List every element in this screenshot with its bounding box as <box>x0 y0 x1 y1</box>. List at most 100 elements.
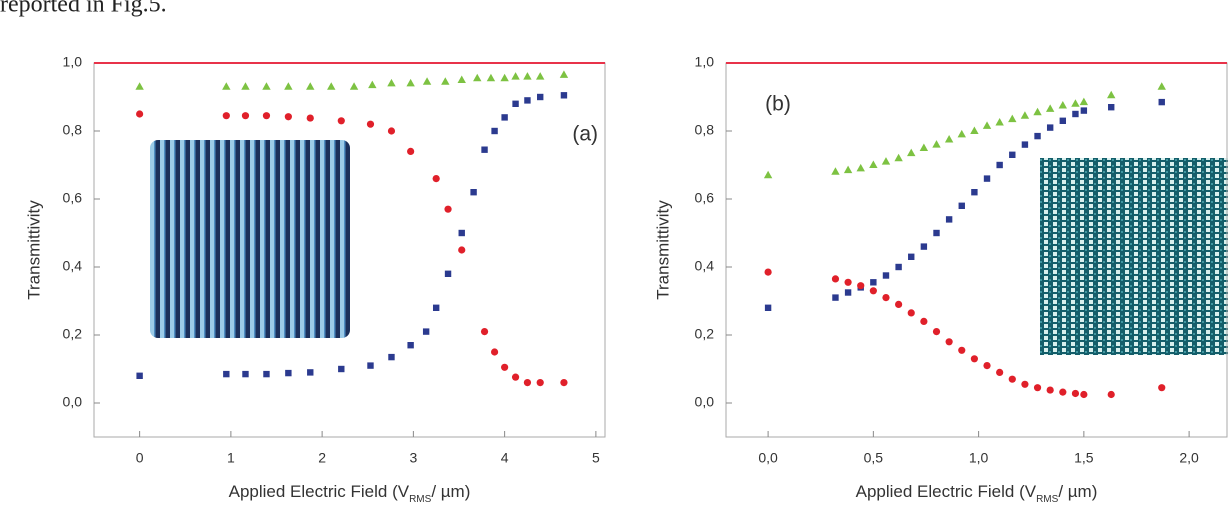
circle-marker <box>895 300 903 308</box>
circle-marker <box>970 355 978 363</box>
triangle-marker <box>486 73 496 82</box>
circle-marker <box>241 112 250 120</box>
circle-marker <box>1033 384 1042 392</box>
triangle-marker <box>982 121 992 129</box>
square-marker <box>908 253 915 260</box>
square-marker <box>407 342 414 349</box>
square-marker <box>1059 117 1067 124</box>
y-tick-label: 0,6 <box>695 190 715 206</box>
circle-marker <box>536 379 544 387</box>
triangle-marker <box>406 78 415 87</box>
y-axis-label: Transmittivity <box>24 200 43 300</box>
plots: 0 1 2 3 4 5 0,0 0,2 0,4 0,6 0,8 1,0 Transmittivity Ap… <box>24 54 1228 505</box>
triangle-marker <box>944 135 954 143</box>
x-axis-label: Applied Electric Field (VRMS/ µm) <box>856 482 1098 504</box>
square-marker <box>882 272 890 279</box>
x-tick-label: 1,5 <box>1074 450 1094 466</box>
triangle-marker <box>473 73 482 82</box>
triangle-marker <box>327 82 336 90</box>
triangle-marker <box>1107 90 1116 99</box>
panel-label: (b) <box>765 93 791 116</box>
triangle-marker <box>831 167 840 175</box>
y-tick-label: 0,0 <box>695 394 715 410</box>
square-marker <box>920 243 928 250</box>
square-marker <box>1080 107 1088 114</box>
square-marker <box>136 372 143 379</box>
circle-marker <box>501 363 509 371</box>
x-tick-label: 0,5 <box>864 450 884 466</box>
x-axis-label-main: Applied Electric Field (V <box>856 482 1037 501</box>
x-axis-label-end: / µm) <box>1058 482 1097 501</box>
square-marker <box>307 369 314 376</box>
triangle-marker <box>957 129 966 138</box>
square-marker <box>958 202 965 209</box>
triangle-marker <box>1071 99 1080 107</box>
y-axis-label: Transmittivity <box>653 200 672 300</box>
triangle-marker <box>1079 97 1089 106</box>
panel-label: (a) <box>572 123 598 146</box>
x-axis-label: Applied Electric Field (VRMS/ µm) <box>229 482 471 504</box>
circle-marker <box>523 379 532 387</box>
triangle-marker <box>907 148 916 157</box>
square-marker <box>1108 104 1115 111</box>
circle-marker <box>958 346 966 354</box>
triangle-marker <box>511 72 520 80</box>
circle-marker <box>764 268 772 276</box>
x-tick-label: 1 <box>227 450 235 466</box>
circle-marker <box>932 328 941 336</box>
square-marker <box>338 365 345 373</box>
square-marker <box>524 97 531 104</box>
triangle-marker <box>284 82 293 90</box>
square-marker <box>481 146 488 153</box>
circle-marker <box>306 114 314 122</box>
square-marker <box>844 289 852 296</box>
square-marker <box>560 92 568 99</box>
inset-image <box>150 140 350 338</box>
square-marker <box>1046 124 1054 131</box>
triangle-marker <box>536 72 545 80</box>
y-tick-label: 0,8 <box>63 122 83 138</box>
x-tick-label: 4 <box>501 450 509 466</box>
square-marker <box>983 175 991 182</box>
square-marker <box>537 93 544 101</box>
y-tick-label: 0,0 <box>63 394 83 410</box>
square-marker <box>422 328 430 335</box>
circle-marker <box>136 110 144 118</box>
square-marker <box>388 353 395 361</box>
circle-marker <box>1046 386 1054 394</box>
square-marker <box>764 304 772 311</box>
x-axis-label-sub: RMS <box>409 494 432 505</box>
circle-marker <box>222 112 230 120</box>
circle-marker <box>432 175 440 183</box>
x-tick-label: 2 <box>318 450 326 466</box>
triangle-marker <box>894 153 903 162</box>
circle-marker <box>1158 384 1166 392</box>
circle-marker <box>337 117 345 125</box>
circle-marker <box>490 348 499 356</box>
square-marker <box>242 370 249 378</box>
square-marker <box>832 294 839 301</box>
triangle-marker <box>881 157 891 165</box>
triangle-marker <box>1045 104 1055 112</box>
triangle-marker <box>349 82 359 90</box>
triangle-marker <box>559 70 569 78</box>
square-marker <box>444 270 452 277</box>
triangle-marker <box>1033 107 1042 116</box>
triangle-marker <box>523 72 532 80</box>
triangle-marker <box>222 82 231 90</box>
x-tick-label: 5 <box>592 450 600 466</box>
square-marker <box>996 161 1003 169</box>
circle-marker <box>857 282 865 290</box>
triangle-marker <box>262 82 271 90</box>
square-marker <box>1009 151 1016 158</box>
circle-marker <box>480 328 489 336</box>
circle-marker <box>560 379 568 387</box>
triangle-marker <box>1058 101 1068 109</box>
y-tick-label: 0,4 <box>63 258 83 274</box>
square-marker <box>263 370 270 378</box>
circle-marker <box>869 287 877 295</box>
triangle-marker <box>1020 111 1030 119</box>
circle-marker <box>458 246 466 254</box>
square-marker <box>470 189 477 196</box>
square-marker <box>491 127 498 135</box>
